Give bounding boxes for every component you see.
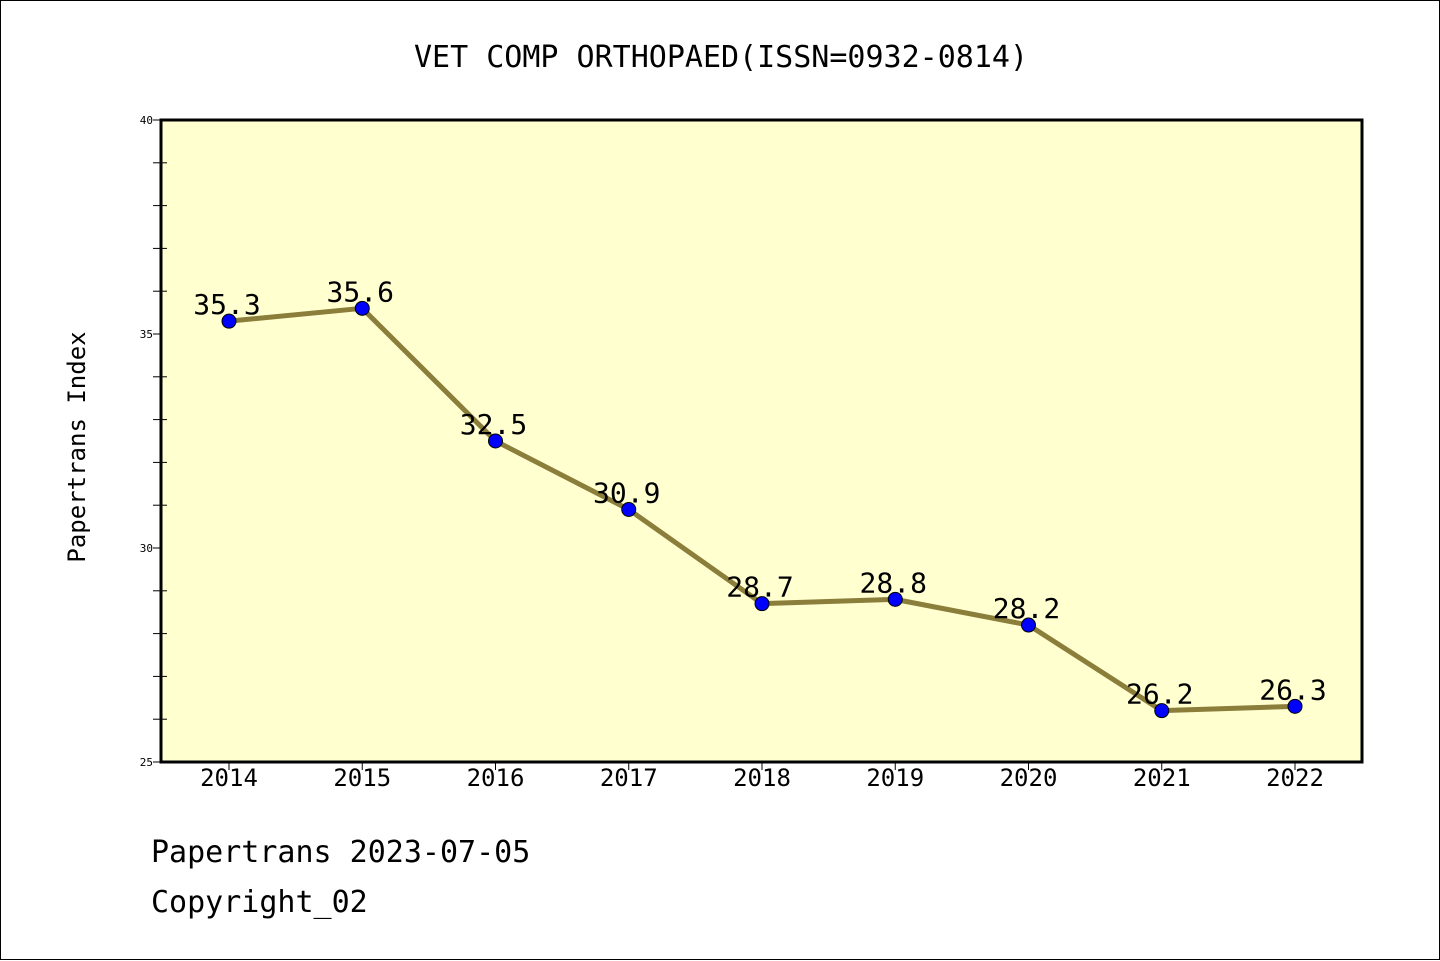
- data-point: [354, 300, 370, 316]
- data-label: 35.3: [193, 288, 260, 321]
- x-tick-label: 2018: [733, 764, 791, 792]
- x-tick-label: 2016: [467, 764, 525, 792]
- data-label: 32.5: [460, 408, 527, 441]
- data-label: 35.6: [327, 275, 394, 308]
- x-tick-label: 2019: [866, 764, 924, 792]
- plot-area: [159, 118, 1364, 764]
- y-tick-label: 30: [140, 542, 153, 555]
- y-axis-ticks: 25 30 35 40: [140, 114, 167, 769]
- y-axis-label: Papertrans Index: [63, 331, 91, 562]
- data-point: [1287, 698, 1303, 714]
- data-point: [1021, 617, 1036, 633]
- data-labels: 35.3 35.6 32.5 30.9 28.7 28.8 28.2 26.2 26.3: [193, 275, 1326, 710]
- y-tick-label: 40: [140, 114, 153, 127]
- data-label: 26.3: [1259, 673, 1326, 706]
- data-markers: [221, 300, 1303, 719]
- x-tick-label: 2020: [1000, 764, 1058, 792]
- x-tick-label: 2014: [200, 764, 258, 792]
- y-tick-label: 35: [140, 328, 153, 341]
- data-label: 30.9: [593, 476, 660, 509]
- x-tick-label: 2021: [1133, 764, 1191, 792]
- chart-title: VET COMP ORTHOPAED(ISSN=0932-0814): [414, 40, 1028, 75]
- y-tick-label: 25: [140, 756, 153, 769]
- data-point: [887, 591, 903, 607]
- footer-copyright: Copyright_02: [151, 885, 368, 920]
- data-point: [221, 313, 237, 329]
- x-tick-label: 2015: [333, 764, 391, 792]
- footer-date: Papertrans 2023-07-05: [151, 835, 531, 870]
- data-point: [621, 501, 637, 517]
- data-point: [488, 433, 503, 449]
- x-tick-label: 2022: [1266, 764, 1324, 792]
- data-label: 28.2: [993, 592, 1060, 625]
- data-point: [754, 596, 770, 612]
- data-label: 28.7: [726, 571, 793, 604]
- data-point: [1154, 703, 1170, 719]
- data-label: 28.8: [860, 566, 927, 599]
- x-tick-label: 2017: [600, 764, 658, 792]
- x-axis-ticks: 2014 2015 2016 2017 2018 2019 2020 2021 2022: [200, 762, 1324, 792]
- data-label: 26.2: [1126, 678, 1193, 711]
